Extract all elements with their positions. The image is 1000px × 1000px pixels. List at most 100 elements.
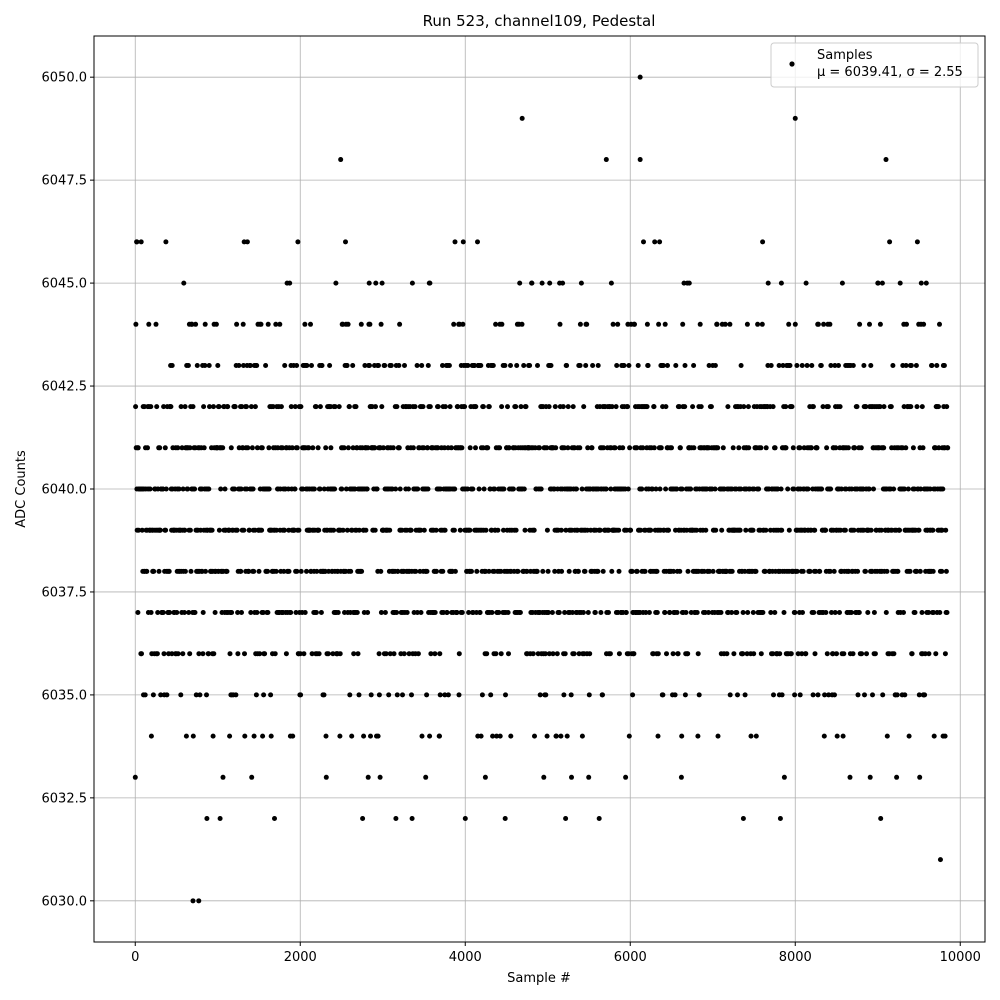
sample-point — [597, 527, 603, 533]
sample-point — [332, 486, 338, 492]
sample-point — [929, 363, 935, 368]
sample-point — [482, 774, 488, 780]
sample-point — [156, 568, 162, 574]
sample-point — [750, 610, 756, 615]
sample-point — [826, 692, 832, 698]
sample-point — [337, 733, 343, 739]
sample-point — [673, 363, 679, 368]
sample-point — [135, 445, 141, 451]
sample-point — [256, 568, 262, 574]
sample-point — [232, 404, 238, 410]
sample-point — [508, 363, 513, 368]
sample-point — [478, 363, 484, 368]
sample-point — [540, 568, 546, 574]
sample-point — [238, 568, 244, 574]
sample-point — [845, 445, 851, 451]
sample-point — [286, 568, 292, 574]
sample-point — [908, 363, 914, 368]
sample-point — [657, 239, 663, 245]
sample-point — [877, 404, 883, 410]
sample-point — [565, 445, 571, 451]
sample-point — [612, 445, 618, 451]
sample-point — [158, 692, 164, 698]
sample-point — [393, 816, 399, 821]
sample-point — [851, 527, 857, 533]
sample-point — [927, 486, 933, 492]
sample-point — [808, 445, 814, 451]
sample-point — [856, 610, 862, 615]
sample-point — [759, 321, 765, 327]
sample-point — [513, 527, 519, 533]
sample-point — [934, 363, 940, 368]
sample-point — [616, 651, 622, 657]
sample-point — [778, 280, 784, 286]
sample-point — [265, 610, 271, 615]
sample-point — [904, 321, 909, 327]
sample-point — [674, 610, 680, 615]
sample-point — [553, 445, 559, 451]
sample-point — [734, 610, 740, 615]
sample-point — [493, 651, 499, 657]
sample-point — [810, 404, 816, 410]
sample-point — [442, 404, 448, 410]
sample-point — [323, 733, 329, 739]
sample-point — [770, 404, 776, 410]
sample-point — [537, 692, 543, 698]
sample-point — [879, 280, 885, 286]
sample-point — [713, 527, 719, 533]
sample-point — [290, 733, 296, 739]
sample-point — [712, 363, 718, 368]
sample-point — [164, 692, 170, 698]
sample-point — [537, 445, 542, 451]
sample-point — [187, 445, 193, 451]
sample-point — [682, 692, 688, 698]
sample-point — [462, 816, 468, 821]
sample-point — [787, 363, 793, 368]
sample-point — [181, 280, 187, 286]
y-tick-label: 6047.5 — [42, 174, 88, 189]
sample-point — [903, 363, 909, 368]
sample-point — [238, 486, 244, 492]
sample-point — [288, 610, 294, 615]
sample-point — [521, 363, 527, 368]
sample-point — [825, 404, 831, 410]
sample-point — [183, 733, 189, 739]
sample-point — [715, 733, 721, 739]
sample-point — [566, 568, 572, 574]
sample-point — [201, 445, 207, 451]
sample-point — [236, 363, 242, 368]
sample-point — [265, 321, 271, 327]
sample-point — [253, 692, 259, 698]
sample-point — [288, 404, 294, 410]
sample-point — [211, 651, 217, 657]
x-tick-label: 4000 — [449, 950, 482, 965]
sample-point — [811, 610, 817, 615]
sample-point — [483, 527, 489, 533]
sample-point — [423, 774, 429, 780]
sample-point — [799, 363, 805, 368]
sample-point — [187, 651, 193, 657]
sample-point — [589, 445, 595, 451]
sample-point — [850, 363, 856, 368]
sample-point — [931, 610, 936, 615]
sample-point — [822, 692, 828, 698]
sample-point — [387, 527, 393, 533]
sample-point — [815, 692, 821, 698]
sample-point — [235, 651, 241, 657]
sample-point — [406, 651, 412, 657]
sample-point — [895, 568, 901, 574]
sample-point — [725, 404, 731, 410]
sample-point — [279, 445, 285, 451]
sample-point — [523, 404, 529, 410]
sample-point — [675, 651, 681, 657]
sample-point — [272, 651, 278, 657]
legend-box — [770, 42, 979, 88]
sample-point — [451, 527, 457, 533]
sample-point — [672, 692, 678, 698]
sample-point — [442, 527, 448, 533]
sample-point — [194, 363, 200, 368]
sample-point — [553, 733, 559, 739]
sample-point — [942, 733, 948, 739]
sample-point — [667, 610, 673, 615]
sample-point — [424, 692, 430, 698]
